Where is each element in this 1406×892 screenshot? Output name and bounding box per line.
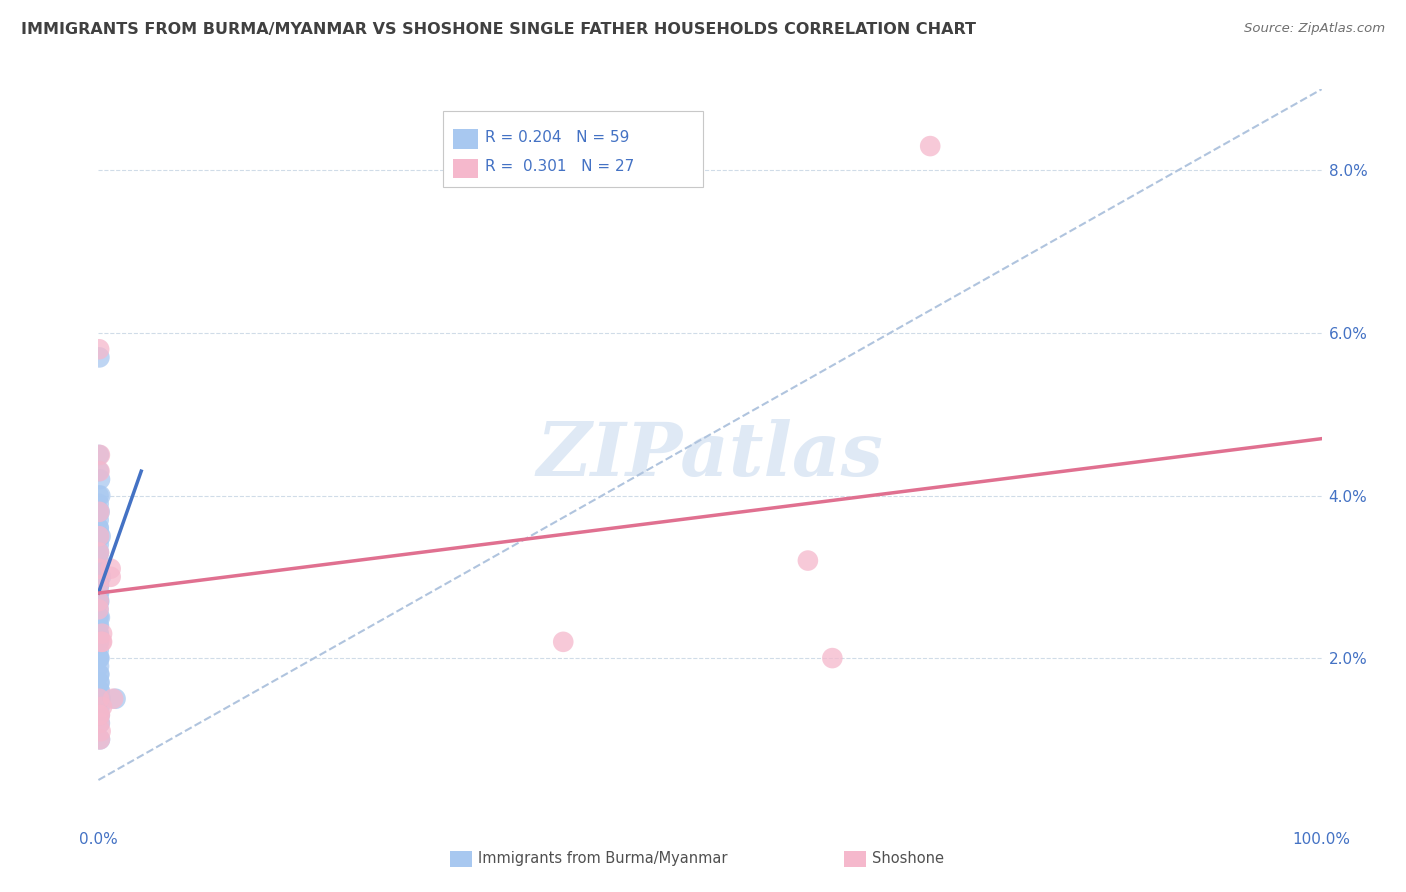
Point [89,699,111,714]
Point [89,505,111,519]
Point [90,724,112,739]
Point [87,464,110,478]
Point [89,691,111,706]
Point [87,489,110,503]
Point [101,691,124,706]
Point [87,529,110,543]
Point [553,635,575,649]
Point [87,626,110,640]
Point [89,691,111,706]
Point [91,626,114,640]
Point [89,351,111,365]
Point [87,521,110,535]
Point [104,691,127,706]
Point [87,553,110,567]
Point [87,659,110,673]
Point [89,675,111,690]
Point [821,651,844,665]
Point [89,732,111,747]
Point [89,667,111,681]
Point [89,708,111,723]
Point [87,578,110,592]
Point [87,635,110,649]
Point [87,586,110,600]
Point [87,545,110,559]
Point [87,618,110,632]
Point [89,570,111,584]
Point [89,343,111,357]
Point [87,562,110,576]
Point [89,651,111,665]
Point [87,537,110,551]
Point [91,635,114,649]
Point [87,521,110,535]
Point [89,675,111,690]
Point [87,618,110,632]
Point [89,448,111,462]
Point [89,716,111,731]
Point [87,578,110,592]
Point [87,643,110,657]
Point [87,545,110,559]
Point [87,562,110,576]
Point [920,139,942,153]
Point [87,448,110,462]
Point [87,626,110,640]
Point [89,683,111,698]
Point [797,553,820,567]
Point [87,545,110,559]
Point [100,562,122,576]
Text: R = 0.204   N = 59: R = 0.204 N = 59 [485,130,630,145]
Point [89,464,111,478]
Point [87,651,110,665]
Point [89,716,111,731]
Point [89,594,111,608]
Point [89,667,111,681]
Point [89,489,111,503]
Point [87,708,110,723]
Point [87,529,110,543]
Text: ZIPatlas: ZIPatlas [537,418,883,491]
Point [89,708,111,723]
Point [87,594,110,608]
Point [87,610,110,624]
Text: R =  0.301   N = 27: R = 0.301 N = 27 [485,160,634,174]
Point [87,602,110,616]
Point [87,513,110,527]
Point [91,699,114,714]
Point [87,610,110,624]
Text: Immigrants from Burma/Myanmar: Immigrants from Burma/Myanmar [478,852,727,866]
Point [87,602,110,616]
Point [87,586,110,600]
Text: IMMIGRANTS FROM BURMA/MYANMAR VS SHOSHONE SINGLE FATHER HOUSEHOLDS CORRELATION C: IMMIGRANTS FROM BURMA/MYANMAR VS SHOSHON… [21,22,976,37]
Point [87,651,110,665]
Point [87,578,110,592]
Point [89,610,111,624]
Point [87,505,110,519]
Point [90,570,112,584]
Point [89,505,111,519]
Text: Source: ZipAtlas.com: Source: ZipAtlas.com [1244,22,1385,36]
Point [89,691,111,706]
Point [87,578,110,592]
Point [90,529,112,543]
Point [87,635,110,649]
Point [90,691,112,706]
Point [87,562,110,576]
Point [90,635,112,649]
Point [100,570,122,584]
Point [87,529,110,543]
Point [87,594,110,608]
Point [89,472,111,486]
Point [87,570,110,584]
Point [87,594,110,608]
Point [89,683,111,698]
Point [87,497,110,511]
Point [89,732,111,747]
Text: Shoshone: Shoshone [872,852,943,866]
